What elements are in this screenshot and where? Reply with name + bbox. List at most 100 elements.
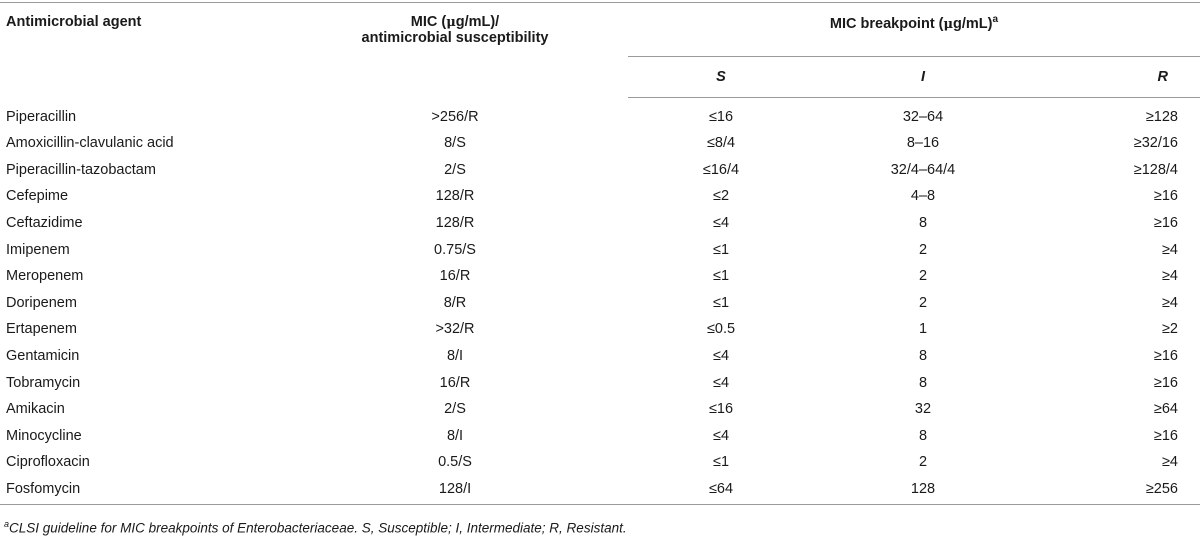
cell-i: 4–8 <box>910 188 936 205</box>
cell-agent: Ciprofloxacin <box>6 454 90 471</box>
cell-mic: 128/R <box>435 188 475 205</box>
cell-r: ≥128/4 <box>1133 161 1178 178</box>
table-row: Meropenem 16/R ≤1 2 ≥4 <box>0 263 1200 290</box>
cell-agent: Ertapenem <box>6 321 77 338</box>
cell-i: 8 <box>918 374 928 391</box>
cell-i: 32–64 <box>902 109 944 125</box>
header-breakpoint: MIC breakpoint (μg/mL)a <box>628 2 1200 57</box>
table-footnote: aCLSI guideline for MIC breakpoints of E… <box>4 519 627 536</box>
cell-r: ≥4 <box>1161 241 1178 258</box>
table-row: Piperacillin-tazobactam 2/S ≤16/4 32/4–6… <box>0 157 1200 184</box>
cell-mic: 2/S <box>444 161 466 178</box>
cell-mic: 0.75/S <box>434 241 476 258</box>
cell-r: ≥64 <box>1153 401 1178 418</box>
cell-mic: 8/I <box>446 427 464 444</box>
table-row: Fosfomycin 128/I ≤64 128 ≥256 <box>0 475 1200 506</box>
table-row: Amoxicillin-clavulanic acid 8/S ≤8/4 8–1… <box>0 130 1200 157</box>
cell-agent: Doripenem <box>6 294 77 311</box>
table-row: Ertapenem >32/R ≤0.5 1 ≥2 <box>0 316 1200 343</box>
cell-i: 2 <box>918 241 928 258</box>
subheader-row: S I R <box>0 56 1200 98</box>
cell-agent: Fosfomycin <box>0 475 282 506</box>
cell-s: ≤8/4 <box>706 135 736 152</box>
cell-agent: Piperacillin <box>6 108 77 125</box>
cell-i: 32/4–64/4 <box>890 161 956 178</box>
header-agent: Antimicrobial agent <box>0 2 282 98</box>
cell-s: ≤1 <box>712 268 730 285</box>
table-row: Gentamicin 8/I ≤4 8 ≥16 <box>0 343 1200 370</box>
cell-i: 8 <box>918 427 928 444</box>
header-row: Antimicrobial agent MIC (μg/mL)/ antimic… <box>0 2 1200 98</box>
cell-s: ≤4 <box>712 215 730 232</box>
cell-i: 2 <box>918 268 928 285</box>
cell-agent: Imipenem <box>6 241 70 258</box>
header-r: R <box>1032 56 1200 98</box>
cell-r: ≥2 <box>1161 321 1178 338</box>
cell-r: ≥32/16 <box>1133 135 1178 152</box>
cell-agent: Piperacillin-tazobactam <box>6 161 156 178</box>
cell-i: 8–16 <box>906 135 940 152</box>
cell-agent: Ceftazidime <box>6 215 83 232</box>
cell-r: ≥256 <box>1032 475 1200 506</box>
table-row: Cefepime 128/R ≤2 4–8 ≥16 <box>0 183 1200 210</box>
cell-r: ≥4 <box>1161 294 1178 311</box>
cell-r: ≥16 <box>1153 374 1178 391</box>
cell-i: 2 <box>918 294 928 311</box>
cell-mic: 8/I <box>446 348 464 365</box>
cell-s: ≤1 <box>712 294 730 311</box>
cell-agent: Gentamicin <box>6 348 80 365</box>
cell-mic: 8/S <box>444 135 466 152</box>
cell-mic: 128/I <box>282 475 628 506</box>
cell-r: ≥4 <box>1161 268 1178 285</box>
table-row: Amikacin 2/S ≤16 32 ≥64 <box>0 396 1200 423</box>
cell-i: 1 <box>918 321 928 338</box>
cell-r: ≥16 <box>1153 188 1178 205</box>
header-s: S <box>628 56 814 98</box>
cell-i: 128 <box>814 475 1032 506</box>
cell-mic: 128/R <box>435 215 475 232</box>
header-mic: MIC (μg/mL)/ antimicrobial susceptibilit… <box>282 2 628 98</box>
cell-r: ≥16 <box>1153 215 1178 232</box>
table-row: Ceftazidime 128/R ≤4 8 ≥16 <box>0 210 1200 237</box>
table-body: Piperacillin >256/R ≤16 32–64 ≥128 Amoxi… <box>0 98 1200 506</box>
header-i: I <box>814 56 1032 98</box>
cell-agent: Cefepime <box>6 188 69 205</box>
table-row: Tobramycin 16/R ≤4 8 ≥16 <box>0 369 1200 396</box>
table-row: Doripenem 8/R ≤1 2 ≥4 <box>0 290 1200 317</box>
cell-agent: Meropenem <box>6 268 84 285</box>
cell-i: 2 <box>918 454 928 471</box>
table-row: Minocycline 8/I ≤4 8 ≥16 <box>0 423 1200 450</box>
cell-s: ≤16/4 <box>702 161 740 178</box>
cell-s: ≤4 <box>712 348 730 365</box>
mic-table: Antimicrobial agent MIC (μg/mL)/ antimic… <box>0 2 1200 506</box>
cell-s: ≤64 <box>628 475 814 506</box>
cell-s: ≤16 <box>708 109 734 125</box>
cell-mic: 2/S <box>444 401 466 418</box>
cell-r: ≥16 <box>1153 348 1178 365</box>
cell-s: ≤16 <box>708 401 734 418</box>
table-row: Imipenem 0.75/S ≤1 2 ≥4 <box>0 236 1200 263</box>
cell-i: 32 <box>914 401 932 418</box>
cell-i: 8 <box>918 348 928 365</box>
cell-s: ≤4 <box>712 374 730 391</box>
cell-mic: 8/R <box>443 294 467 311</box>
footnote-text: CLSI guideline for MIC breakpoints of En… <box>9 520 627 536</box>
table-row: Piperacillin >256/R ≤16 32–64 ≥128 <box>0 98 1200 131</box>
cell-r: ≥16 <box>1153 427 1178 444</box>
cell-agent: Tobramycin <box>6 374 81 391</box>
cell-mic: 16/R <box>439 374 471 391</box>
cell-i: 8 <box>918 215 928 232</box>
cell-s: ≤1 <box>712 454 730 471</box>
footnote-marker: a <box>4 519 10 529</box>
cell-s: ≤4 <box>712 427 730 444</box>
cell-mic: 0.5/S <box>438 454 472 471</box>
cell-mic: >256/R <box>431 108 479 125</box>
cell-mic: 16/R <box>439 268 471 285</box>
cell-s: ≤1 <box>712 241 730 258</box>
cell-agent: Amoxicillin-clavulanic acid <box>6 135 174 152</box>
table-row: Ciprofloxacin 0.5/S ≤1 2 ≥4 <box>0 449 1200 476</box>
cell-mic: >32/R <box>435 321 475 338</box>
table-header: Antimicrobial agent MIC (μg/mL)/ antimic… <box>0 2 1200 98</box>
cell-s: ≤2 <box>712 188 730 205</box>
